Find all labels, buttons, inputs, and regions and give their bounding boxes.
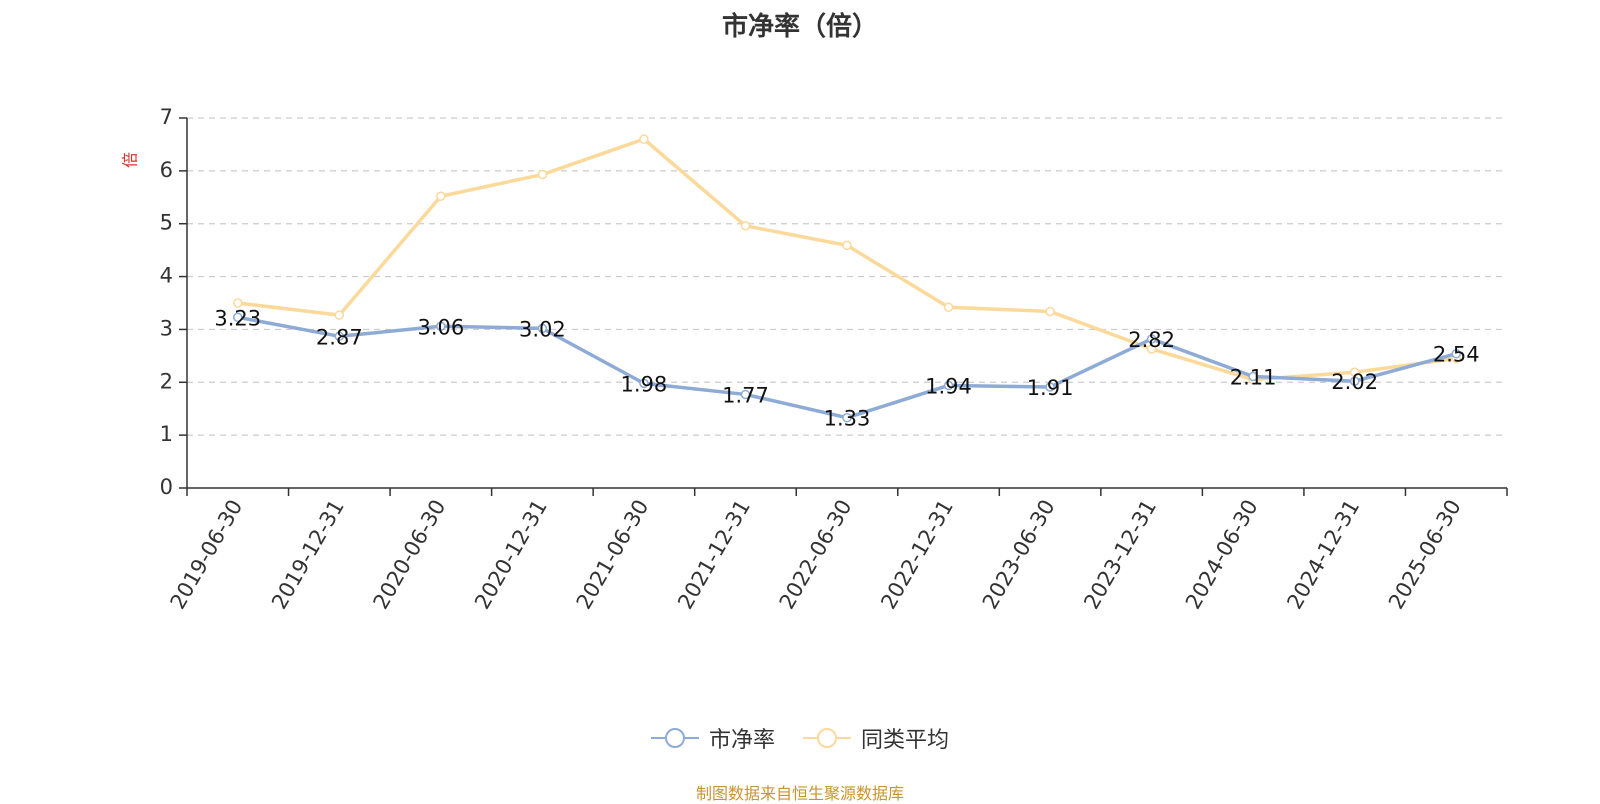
x-tick-label: 2023-12-31 (1079, 496, 1161, 614)
data-point-series-0 (1146, 334, 1157, 344)
data-label: 2.11 (1230, 365, 1277, 389)
data-point-series-1 (1146, 344, 1157, 354)
data-point-series-0 (1451, 348, 1461, 359)
legend-label-peer-avg: 同类平均 (861, 728, 950, 753)
data-point-series-1 (537, 169, 548, 180)
series-layer (233, 134, 1461, 423)
data-label: 3.02 (519, 317, 566, 341)
data-label: 1.77 (722, 383, 769, 407)
x-tick-label: 2023-06-30 (978, 496, 1060, 614)
legend-item-peer-avg[interactable]: 同类平均 (803, 722, 949, 754)
x-tick-label: 2020-06-30 (369, 496, 451, 614)
legend-label-pb: 市净率 (708, 728, 775, 753)
data-label: 2.54 (1433, 343, 1480, 367)
data-label: 3.06 (417, 315, 464, 339)
legend-pb-line-icon (650, 728, 699, 748)
data-point-series-1 (1045, 306, 1055, 317)
data-point-series-0 (537, 323, 548, 334)
x-tick-label: 2022-06-30 (775, 496, 857, 614)
data-point-series-1 (334, 310, 345, 320)
data-point-series-0 (943, 380, 954, 391)
data-point-series-0 (334, 331, 345, 342)
x-tick-label: 2019-12-31 (267, 496, 349, 614)
y-tick-label: 0 (160, 475, 173, 499)
y-tick-label: 5 (160, 211, 173, 235)
data-label-layer: 3.23 2.87 3.06 3.02 1.98 1.77 1.33 1.94 1.91 2.82… (214, 306, 1479, 430)
x-tick-label: 2021-12-31 (673, 496, 755, 614)
data-point-series-1 (233, 298, 243, 308)
data-point-series-1 (639, 134, 649, 144)
data-label: 2.02 (1331, 370, 1378, 394)
data-label: 1.33 (824, 407, 871, 431)
data-label: 3.23 (214, 306, 261, 330)
data-point-series-0 (1349, 376, 1360, 386)
data-point-series-0 (639, 378, 649, 389)
x-tick-label: 2024-12-31 (1282, 496, 1364, 614)
series-line-1 (237, 137, 1457, 382)
x-tick-label: 2025-06-30 (1384, 496, 1466, 614)
legend-item-pb[interactable]: 市净率 (650, 722, 775, 754)
data-point-series-0 (436, 321, 446, 332)
data-point-series-0 (842, 412, 852, 423)
x-tick-label: 2024-06-30 (1181, 496, 1263, 614)
y-tick-label: 2 (160, 369, 173, 393)
chart-title: 市净率（倍） (721, 12, 878, 42)
data-point-series-1 (436, 191, 446, 201)
data-point-series-0 (1045, 382, 1055, 392)
data-point-series-1 (1349, 367, 1360, 377)
data-point-series-0 (1248, 371, 1258, 382)
y-tick-label: 3 (160, 316, 173, 340)
data-label: 1.98 (621, 372, 668, 396)
data-label: 2.82 (1128, 328, 1175, 352)
x-tick-label: 2020-12-31 (470, 496, 552, 614)
source-note: 制图数据来自恒生聚源数据库 (695, 784, 904, 803)
x-tick-label: 2021-06-30 (572, 496, 654, 614)
grid-layer (187, 117, 1507, 436)
data-label: 2.87 (316, 325, 363, 349)
y-tick-label: 7 (160, 105, 173, 129)
data-point-series-1 (842, 240, 852, 251)
legend-peer-line-icon (803, 728, 851, 748)
x-tick-label: 2019-06-30 (165, 496, 247, 614)
y-axis-label: 倍 (121, 152, 140, 168)
data-point-series-1 (943, 302, 954, 312)
data-point-series-0 (740, 389, 751, 400)
y-tick-label: 1 (160, 422, 173, 446)
y-tick-label: 4 (160, 264, 173, 288)
x-tick-label: 2022-12-31 (876, 496, 958, 614)
data-point-series-1 (740, 221, 751, 231)
data-label: 1.91 (1027, 376, 1074, 400)
y-tick-label: 6 (160, 158, 173, 182)
data-label: 1.94 (925, 374, 972, 398)
data-point-series-0 (233, 312, 243, 323)
legend: 市净率 同类平均 (0, 722, 1600, 754)
